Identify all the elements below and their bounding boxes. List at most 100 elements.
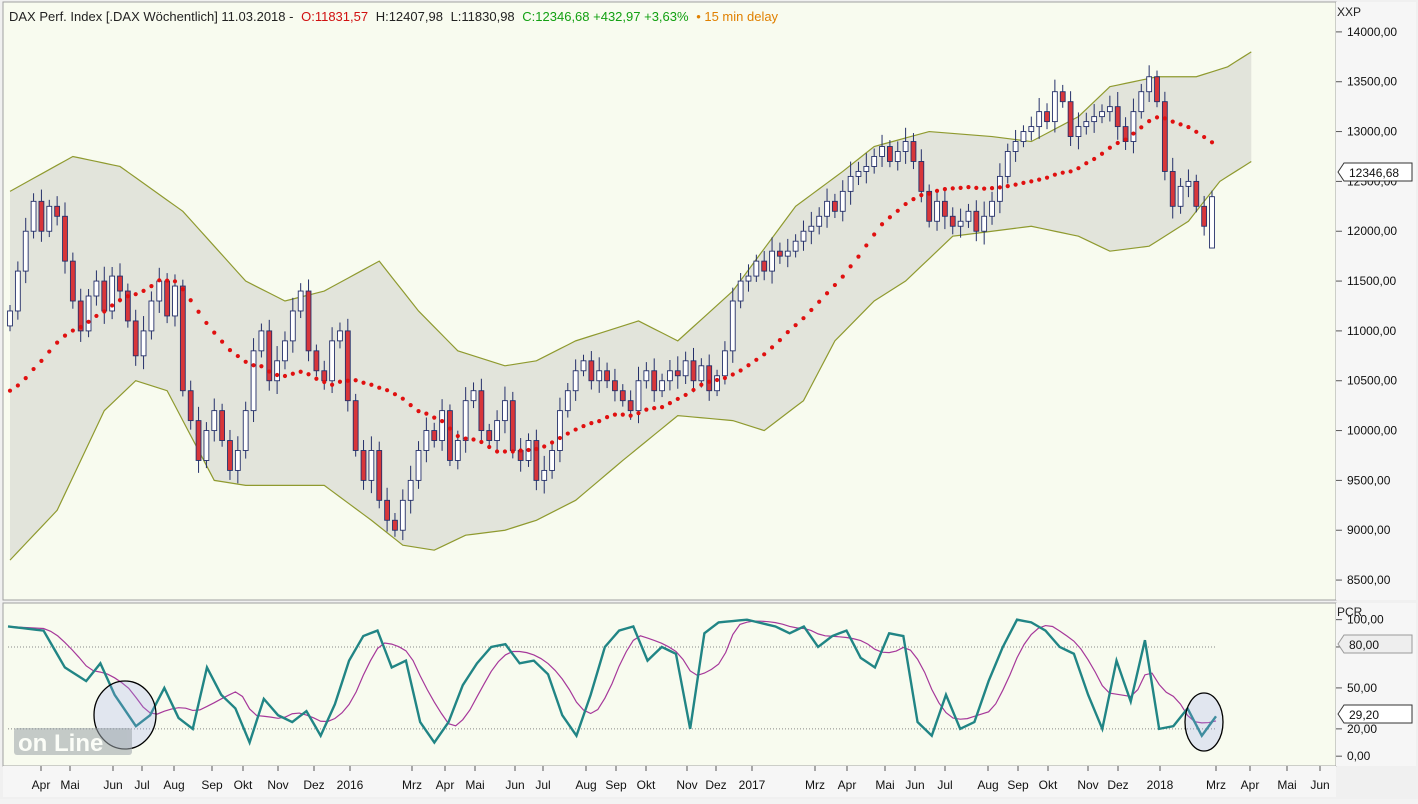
ma-dot	[652, 406, 657, 411]
ma-dot	[1162, 116, 1167, 121]
ma-dot	[604, 415, 610, 420]
time-tick-label: Apr	[32, 778, 51, 792]
candle	[989, 191, 995, 225]
ma-dot	[125, 294, 130, 299]
ma-dot	[769, 345, 775, 350]
ma-dot	[15, 383, 20, 388]
ma-dot	[1202, 134, 1207, 140]
ma-dot	[903, 201, 908, 207]
ma-dot	[39, 358, 44, 364]
high-value: H:12407,98	[376, 9, 443, 24]
candle	[54, 196, 61, 226]
candle	[1004, 143, 1011, 184]
highlight-ellipse	[1184, 692, 1224, 752]
candle	[337, 322, 343, 349]
ma-dot	[227, 347, 233, 353]
candle	[93, 270, 100, 306]
ma-dot	[699, 382, 704, 387]
candle	[1209, 190, 1215, 249]
time-tick-label: Jul	[535, 778, 550, 792]
candle	[7, 304, 13, 332]
price-axis-panel[interactable]	[1336, 2, 1416, 600]
candle	[399, 489, 406, 541]
candle	[187, 380, 194, 430]
ma-dot	[801, 316, 806, 321]
ma-dot	[817, 299, 822, 304]
ma-dot	[1021, 180, 1026, 185]
watermark-text: on Line	[18, 730, 103, 757]
candle	[934, 190, 940, 231]
ma-dot	[117, 298, 123, 303]
time-tick-label: Nov	[1077, 778, 1098, 792]
ma-dot	[754, 357, 759, 362]
ma-dot	[1044, 175, 1050, 180]
ma-dot	[408, 403, 413, 408]
candle	[777, 242, 783, 264]
ma-dot	[675, 396, 680, 402]
candle	[470, 382, 477, 409]
time-tick-label: Mrz	[1206, 778, 1226, 792]
time-tick-label: Jun	[103, 778, 122, 792]
ma-dot	[78, 324, 83, 330]
time-tick-label: Mai	[875, 778, 894, 792]
ma-dot	[235, 353, 240, 359]
candle	[745, 264, 752, 292]
candle	[871, 148, 878, 174]
candle	[1185, 169, 1192, 198]
time-tick-label: Apr	[1241, 778, 1260, 792]
candle	[588, 351, 595, 390]
candle	[38, 189, 45, 242]
candle	[14, 261, 21, 320]
ma-dot	[1209, 140, 1215, 145]
candle	[619, 384, 626, 407]
candle	[729, 287, 736, 363]
candle	[832, 193, 838, 219]
ma-dot	[714, 377, 720, 383]
time-tick-label: Okt	[1039, 778, 1058, 792]
ma-dot	[330, 382, 335, 387]
time-axis-panel[interactable]	[3, 766, 1336, 797]
price-tick-label: 13500,00	[1347, 75, 1397, 89]
ma-dot	[1186, 124, 1191, 130]
candle	[910, 133, 917, 170]
ma-dot	[974, 185, 979, 190]
candle	[344, 318, 351, 412]
ma-dot	[526, 447, 531, 453]
low-value: L:11830,98	[451, 9, 515, 24]
indicator-axis-panel[interactable]	[1336, 603, 1416, 766]
time-tick-label: Mai	[60, 778, 79, 792]
ma-dot	[864, 243, 869, 248]
time-tick-label: Aug	[977, 778, 998, 792]
ma-dot	[102, 309, 107, 314]
candle	[1091, 104, 1098, 133]
candle	[69, 252, 76, 309]
ma-dot	[1013, 182, 1018, 187]
ma-dot	[683, 392, 688, 398]
ma-dot	[707, 379, 712, 384]
candle	[297, 283, 304, 319]
pcr-level-tag	[1337, 634, 1413, 654]
price-tick-label: 10500,00	[1347, 374, 1397, 388]
ma-dot	[746, 363, 751, 368]
ma-dot	[1052, 172, 1057, 177]
candle	[502, 386, 508, 434]
pcr-signal-line	[7, 620, 1217, 727]
ma-dot	[243, 359, 248, 364]
ma-dot	[298, 369, 303, 374]
ma-dot	[636, 411, 641, 416]
ma-dot	[306, 372, 311, 377]
time-tick-label: Dez	[1107, 778, 1128, 792]
candle	[179, 279, 186, 397]
indicator-panel[interactable]	[2, 602, 1337, 767]
band-lower-line	[9, 160, 1252, 561]
ma-dot	[267, 369, 272, 374]
candle	[509, 391, 516, 459]
ma-dot	[479, 439, 484, 445]
candle	[564, 383, 571, 418]
time-tick-label: Okt	[234, 778, 253, 792]
candle	[313, 344, 320, 377]
candle	[1067, 91, 1074, 146]
candle	[572, 359, 579, 401]
